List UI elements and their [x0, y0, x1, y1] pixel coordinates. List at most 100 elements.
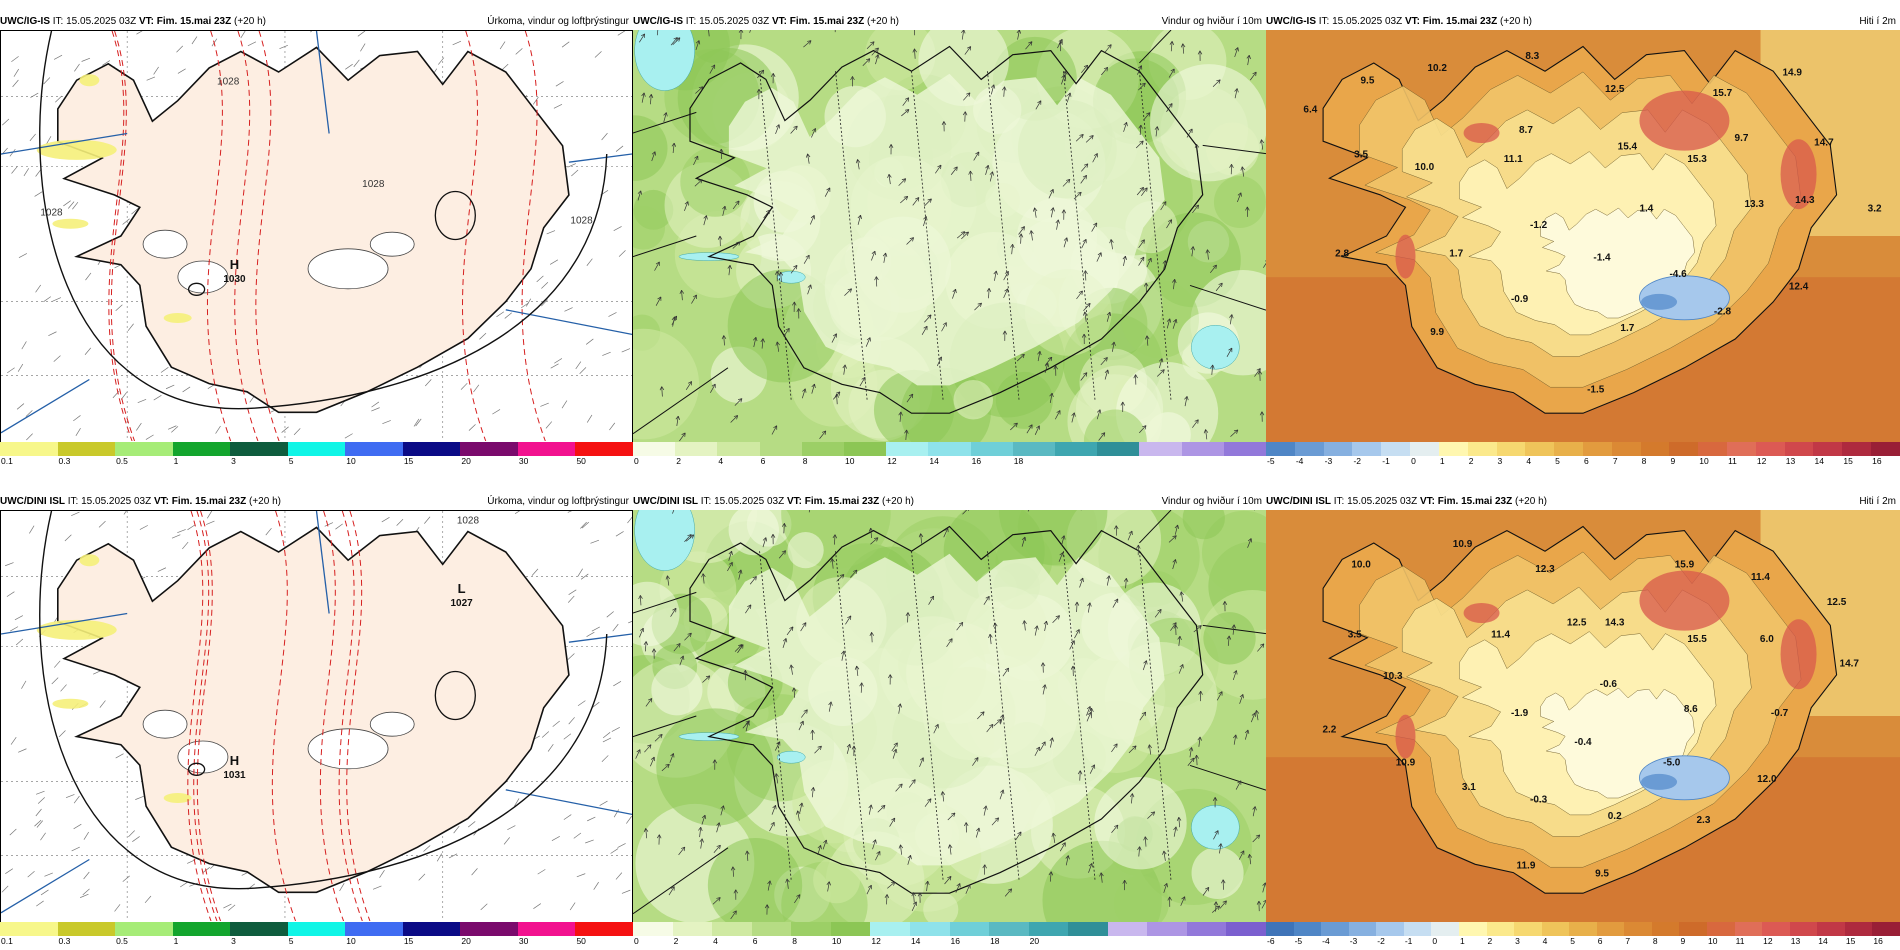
- wind-barb: [82, 888, 90, 896]
- wind-speed-shade: [1191, 846, 1244, 900]
- wind-barb: [618, 250, 626, 257]
- wind-arrow: [1226, 635, 1232, 646]
- wind-barb: [396, 518, 404, 526]
- wind-barb: [515, 48, 523, 55]
- wind-barb: [60, 684, 67, 692]
- wind-barb: [122, 875, 130, 882]
- wind-barb: [6, 591, 15, 597]
- wind-arrow: [986, 723, 994, 733]
- wind-arrow: [1162, 850, 1167, 861]
- wind-arrow: [695, 86, 704, 94]
- wind-arrow: [862, 58, 871, 66]
- gust-area: [777, 750, 806, 764]
- wind-arrow: [1234, 88, 1239, 99]
- wind-barb: [34, 191, 43, 197]
- warm-area: [1395, 234, 1416, 279]
- wind-arrow: [1034, 746, 1040, 757]
- colorbar-swatch: [460, 922, 518, 936]
- colorbar-swatch: [1381, 442, 1411, 456]
- temperature-value-label: -0.6: [1600, 679, 1618, 690]
- temperature-value-label: -0.9: [1511, 294, 1529, 305]
- wind-barb: [53, 54, 63, 60]
- colorbar-swatch: [1813, 442, 1843, 456]
- precipitation-area: [36, 139, 117, 160]
- wind-arrow: [834, 30, 836, 33]
- wind-arrow: [1174, 524, 1180, 535]
- wind-barb: [48, 331, 57, 337]
- temperature-value-label: 10.0: [1415, 162, 1435, 173]
- wind-arrow: [1238, 850, 1245, 860]
- valid-time-label: VT:: [786, 496, 802, 507]
- wind-arrow: [1003, 288, 1009, 299]
- wind-barb: [520, 302, 529, 309]
- panel-title: Úrkoma, vindur og loftþrýstingur: [487, 16, 629, 27]
- colorbar-tick-label: 5: [288, 456, 294, 466]
- temperature-value-label: -0.7: [1771, 708, 1789, 719]
- valid-time: Fim. 15.mai 23Z: [156, 16, 232, 27]
- wind-arrow: [895, 783, 903, 792]
- colorbar-tick-label: 4: [1542, 936, 1548, 946]
- wind-arrow: [730, 866, 736, 877]
- wind-arrow: [851, 745, 857, 756]
- wind-barb: [586, 414, 593, 423]
- wind-arrow: [717, 235, 723, 247]
- colorbar-tick-label: 15: [1845, 936, 1856, 946]
- wind-arrow: [1192, 419, 1199, 428]
- wind-arrow: [763, 209, 771, 219]
- colorbar-swatch: [1376, 922, 1404, 936]
- temperature-value-label: 9.5: [1360, 76, 1374, 87]
- wind-arrow: [1003, 271, 1009, 281]
- temperature-value-label: 6.4: [1303, 104, 1317, 115]
- wind-arrow: [964, 822, 969, 833]
- wind-barb: [187, 524, 196, 531]
- wind-arrow: [1239, 694, 1244, 704]
- precip-colorbar-ticks: 0.1 0.3 0.5 1 3 5 10 15 20 30 50: [0, 456, 633, 468]
- wind-arrow: [826, 881, 831, 892]
- colorbar-tick-label: 1: [1439, 456, 1445, 466]
- wind-arrow: [743, 670, 748, 681]
- wind-arrow: [803, 254, 810, 264]
- colorbar-swatch: [1842, 442, 1872, 456]
- wind-arrow: [1080, 174, 1087, 184]
- wind-arrow: [850, 76, 855, 87]
- lead-time: (+20 h): [882, 496, 914, 507]
- wind-arrow: [1065, 855, 1070, 866]
- wind-barb: [602, 351, 611, 356]
- glacier: [307, 248, 389, 290]
- temperature-value-label: 2.3: [1697, 815, 1711, 826]
- wind-arrow: [637, 190, 642, 201]
- wind-arrow: [1194, 754, 1199, 766]
- wind-barb: [379, 869, 385, 878]
- wind-barb: [43, 296, 52, 303]
- wind-barb: [617, 843, 626, 848]
- wind-barb: [593, 881, 599, 890]
- colorbar-swatch: [1611, 442, 1641, 456]
- boundary-line: [1189, 764, 1266, 791]
- wind-barb: [102, 60, 111, 66]
- colorbar-swatch: [672, 922, 713, 936]
- colorbar-swatch: [1055, 442, 1098, 456]
- wind-barb: [569, 902, 576, 911]
- wind-colorbar: [633, 922, 1266, 936]
- wind-arrow: [703, 215, 708, 226]
- wind-arrow: [1259, 139, 1265, 150]
- wind-arrow: [868, 804, 873, 815]
- colorbar-tick-label: 0: [634, 456, 639, 466]
- colorbar-tick-label: -2: [1353, 456, 1362, 466]
- wind-arrow: [841, 650, 846, 661]
- wind-arrow: [671, 142, 677, 154]
- precip-map-svg: H 1030 1028 1028 1028 1028: [1, 31, 632, 441]
- high-pressure-value: 1031: [223, 770, 246, 781]
- wind-arrow: [685, 534, 695, 542]
- isotherm: [234, 31, 259, 441]
- colorbar-swatch: [633, 922, 673, 936]
- wind-barb: [135, 795, 144, 800]
- colorbar-tick-label: 9: [1670, 456, 1676, 466]
- temperature-value-label: 15.3: [1687, 154, 1707, 165]
- wind-map: [633, 30, 1266, 442]
- wind-barb: [72, 201, 79, 210]
- colorbar-tick-label: 1: [1459, 936, 1465, 946]
- wind-arrow: [1111, 743, 1118, 753]
- wind-barb: [34, 819, 42, 827]
- wind-speed-shade: [813, 856, 861, 904]
